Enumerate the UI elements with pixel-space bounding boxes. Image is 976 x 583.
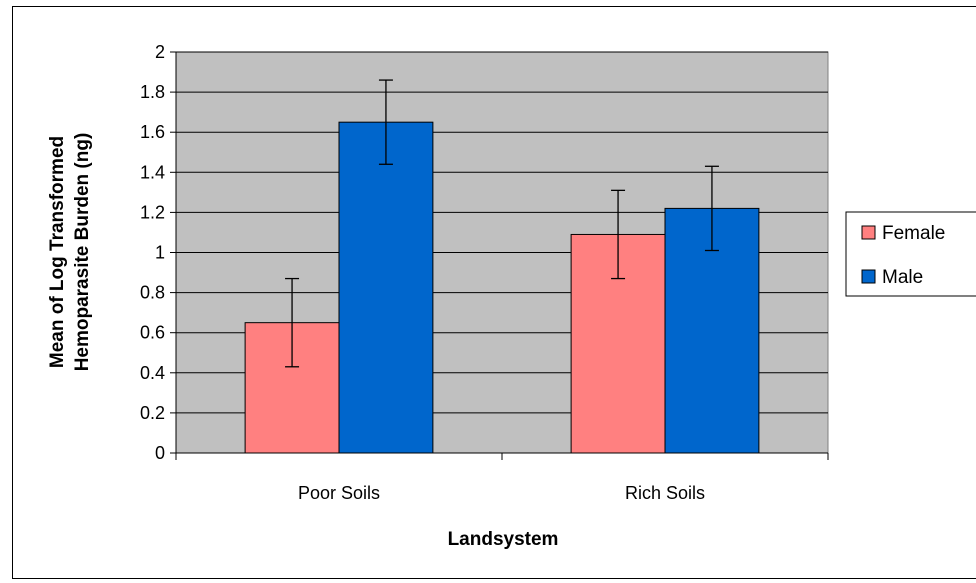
legend-label-female: Female	[882, 223, 945, 244]
y-tick-label: 0.4	[140, 363, 165, 383]
legend-swatch-male	[861, 269, 876, 284]
y-tick-label: 1.4	[140, 162, 165, 182]
x-axis-title: Landsystem	[448, 529, 559, 550]
y-tick-label: 1.2	[140, 202, 165, 222]
bar-male	[338, 121, 434, 454]
y-tick-label: 1	[155, 243, 165, 263]
y-tick-label: 0.8	[140, 283, 165, 303]
legend-label-male: Male	[882, 267, 923, 288]
legend-swatch-female	[861, 225, 876, 240]
y-tick-label: 0.6	[140, 323, 165, 343]
y-tick-label: 2	[155, 42, 165, 62]
y-tick-label: 0	[155, 443, 165, 463]
y-tick-label: 1.6	[140, 122, 165, 142]
y-tick-label: 0.2	[140, 403, 165, 423]
y-axis-title-line-1: Mean of Log Transformed	[47, 136, 68, 368]
y-tick-label: 1.8	[140, 82, 165, 102]
x-axis: Poor Soils Rich Soils	[175, 452, 829, 503]
x-tick-label: Rich Soils	[625, 483, 705, 503]
x-tick-label: Poor Soils	[298, 483, 380, 503]
error-bars	[285, 79, 719, 368]
y-axis: 0 0.2 0.4 0.6 0.8 1 1.2 1.4 1.6 1.8 2	[140, 42, 177, 463]
legend: Female Male	[845, 211, 976, 297]
y-axis-title-line-2: Hemoparasite Burden (ng)	[72, 133, 93, 372]
